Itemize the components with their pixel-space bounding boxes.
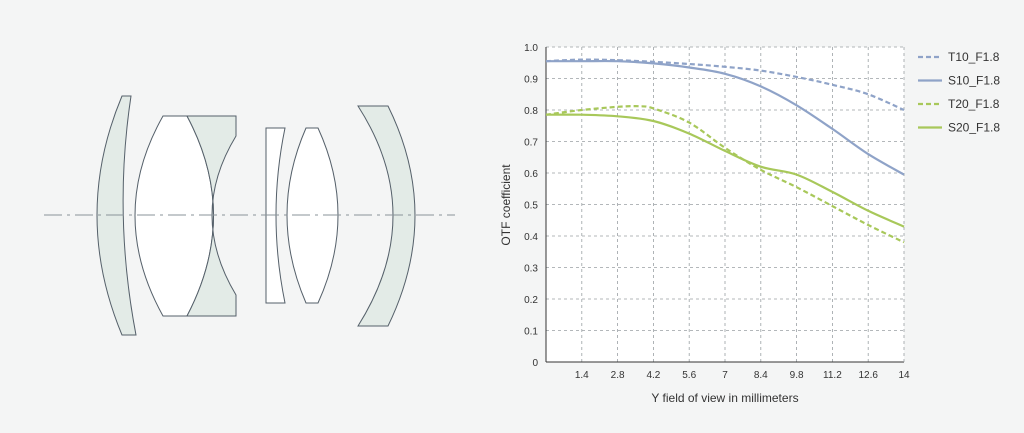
lens-element-3	[186, 115, 237, 317]
legend-label: T10_F1.8	[948, 50, 1000, 64]
y-tick-label: 0.7	[524, 138, 538, 149]
series-line-t20-f1-8	[545, 105, 905, 244]
y-axis-label: OTF coefficient	[499, 164, 513, 246]
y-tick-label: 0.6	[524, 169, 538, 180]
legend-label: S20_F1.8	[948, 121, 1000, 135]
x-tick-label: 4.2	[646, 370, 660, 381]
x-tick-label: 11.2	[823, 370, 842, 381]
y-tick-label: 0.5	[524, 201, 538, 212]
y-tick-label: 0	[532, 358, 538, 369]
x-tick-labels: 1.4 2.8 4.2 5.6 7 8.4 9.8 11.2 12.6 14	[575, 370, 910, 381]
otf-chart: 0 0.1 0.2 0.3 0.4 0.5 0.6 0.7 0.8 0.9 1.0 1.4 2.8 4.…	[499, 43, 1000, 405]
x-axis-label: Y field of view in millimeters	[651, 391, 798, 405]
y-tick-label: 0.2	[524, 295, 538, 306]
series-line-s20-f1-8	[545, 113, 905, 228]
x-tick-label: 12.6	[858, 370, 878, 381]
x-tick-label: 9.8	[790, 370, 804, 381]
x-tick-label: 1.4	[575, 370, 589, 381]
y-tick-label: 1.0	[524, 43, 538, 54]
y-tick-label: 0.9	[524, 75, 538, 86]
legend-label: T20_F1.8	[948, 97, 1000, 111]
y-tick-labels: 0 0.1 0.2 0.3 0.4 0.5 0.6 0.7 0.8 0.9 1.0	[524, 43, 538, 369]
chart-axes	[545, 47, 905, 363]
lens-element-6	[357, 105, 416, 327]
y-tick-label: 0.3	[524, 264, 538, 275]
series-line-t10-f1-8	[545, 58, 905, 112]
x-tick-label: 8.4	[754, 370, 768, 381]
legend-label: S10_F1.8	[948, 74, 1000, 88]
chart-series	[545, 58, 905, 244]
y-tick-label: 0.1	[524, 327, 538, 338]
series-line-s10-f1-8	[546, 59, 905, 176]
x-tick-label: 2.8	[611, 370, 625, 381]
x-tick-label: 14	[898, 370, 910, 381]
y-tick-label: 0.4	[524, 232, 538, 243]
x-tick-label: 5.6	[682, 370, 696, 381]
lens-diagram	[44, 95, 455, 336]
x-tick-label: 7	[722, 370, 728, 381]
chart-grid	[546, 46, 904, 362]
chart-legend: T10_F1.8 S10_F1.8 T20_F1.8 S20_F1.8	[918, 50, 1000, 135]
y-tick-label: 0.8	[524, 106, 538, 117]
lens-element-5	[286, 127, 339, 304]
